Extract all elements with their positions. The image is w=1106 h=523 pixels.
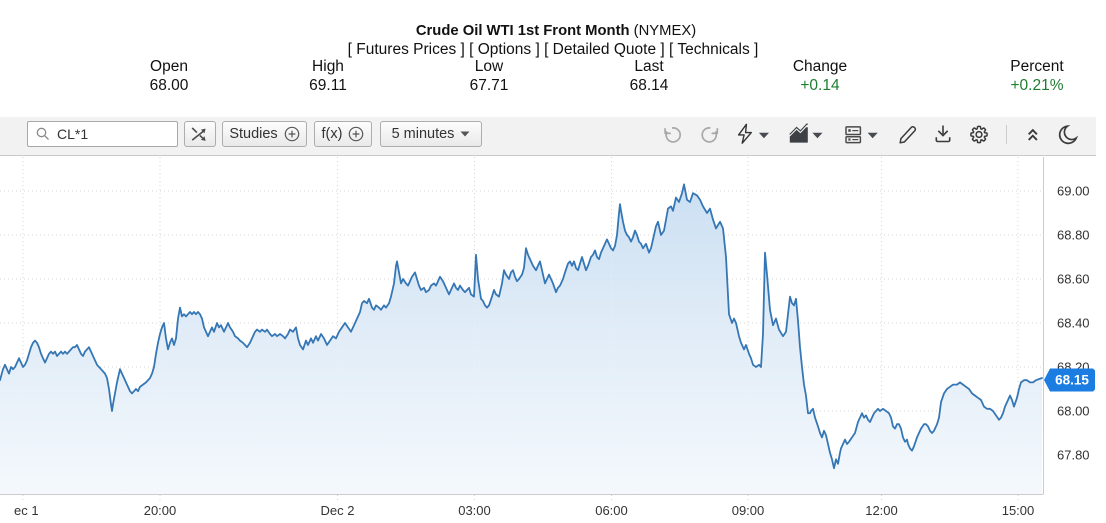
svg-text:69.00: 69.00 bbox=[1057, 184, 1090, 199]
svg-text:68.40: 68.40 bbox=[1057, 316, 1090, 331]
svg-text:68.80: 68.80 bbox=[1057, 228, 1090, 243]
svg-text:12:00: 12:00 bbox=[865, 503, 898, 518]
svg-text:68.00: 68.00 bbox=[1057, 404, 1090, 419]
svg-text:03:00: 03:00 bbox=[458, 503, 491, 518]
svg-text:68.60: 68.60 bbox=[1057, 272, 1090, 287]
svg-text:67.80: 67.80 bbox=[1057, 448, 1090, 463]
svg-text:Dec 2: Dec 2 bbox=[321, 503, 355, 518]
svg-text:06:00: 06:00 bbox=[595, 503, 628, 518]
svg-text:20:00: 20:00 bbox=[144, 503, 177, 518]
svg-text:15:00: 15:00 bbox=[1002, 503, 1035, 518]
svg-text:ec 1: ec 1 bbox=[14, 503, 39, 518]
svg-text:09:00: 09:00 bbox=[732, 503, 765, 518]
svg-text:68.15: 68.15 bbox=[1055, 373, 1089, 388]
